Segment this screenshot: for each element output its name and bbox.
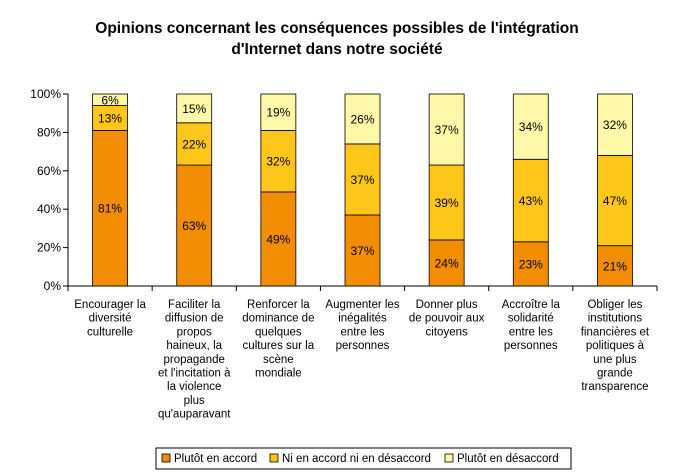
category-label-line: Augmenter les <box>325 299 399 311</box>
category-label-line: culturelle <box>87 326 133 338</box>
data-label: 32% <box>603 118 627 132</box>
bar-segment <box>260 191 297 287</box>
bar-segment <box>344 214 381 287</box>
category-label-line: transparence <box>581 381 648 393</box>
category-label-line: institutions <box>588 313 643 325</box>
y-tick-label: 100% <box>30 87 61 101</box>
chart-title: Opinions concernant les conséquences pos… <box>95 20 578 58</box>
data-label: 21% <box>603 259 627 273</box>
bar-segment <box>512 241 549 287</box>
data-label: 13% <box>98 112 122 126</box>
data-label: 63% <box>182 219 206 233</box>
chart-title-line: Opinions concernant les conséquences pos… <box>95 20 578 37</box>
category-label-line: et l'incitation à <box>158 368 231 380</box>
bar-segment <box>260 93 297 131</box>
bar-segment <box>92 130 128 287</box>
data-label: 22% <box>182 137 206 151</box>
category-label-line: Obliger les <box>587 299 642 311</box>
data-label: 43% <box>519 194 543 208</box>
category-label-line: une plus <box>593 354 637 366</box>
bar-segment <box>176 164 213 287</box>
chart-bars: 81% 13% 6% 63% 22% 15% 49% 32% 19% 37% 37% 26% 24% 39… <box>92 93 633 287</box>
data-label: 24% <box>435 256 459 270</box>
data-label: 81% <box>98 202 122 216</box>
bar-segment <box>344 93 381 145</box>
category-label-line: propos <box>177 326 212 338</box>
bar-segment <box>512 158 549 243</box>
category-label-line: qu'auparavant <box>158 409 231 421</box>
data-label: 26% <box>350 112 374 126</box>
category-label-line: inégalités <box>338 313 387 325</box>
category-label-line: mondiale <box>255 368 302 380</box>
data-label: 23% <box>519 257 543 271</box>
bar-segment <box>512 93 549 160</box>
data-label: 37% <box>435 123 459 137</box>
category-label-line: scène <box>263 354 294 366</box>
legend-swatch <box>269 453 279 463</box>
category-label-line: la violence <box>167 381 221 393</box>
bar-segment <box>597 245 633 287</box>
category-label-line: entre les <box>340 326 384 338</box>
legend-label: Ni en accord ni en désaccord <box>282 453 431 465</box>
y-tick-label: 40% <box>37 202 61 216</box>
data-label: 47% <box>603 194 627 208</box>
category-label-line: entre les <box>509 326 553 338</box>
bar-segment <box>428 93 465 166</box>
bar-segment <box>92 105 128 131</box>
category-label-line: diversité <box>89 313 132 325</box>
legend-label: Plutôt en désaccord <box>457 453 559 465</box>
category-label-line: personnes <box>336 340 390 352</box>
category-label-line: citoyens <box>426 326 468 338</box>
legend-label: Plutôt en accord <box>174 453 257 465</box>
legend-swatch <box>161 453 171 463</box>
chart-title-line: d'Internet dans notre société <box>231 41 443 58</box>
category-label-line: solidarité <box>508 313 554 325</box>
y-tick-label: 80% <box>37 125 61 139</box>
category-label-line: cultures sur la <box>243 340 315 352</box>
category-label-line: diffusion de <box>165 313 224 325</box>
bar-segment <box>344 143 381 216</box>
data-label: 37% <box>350 173 374 187</box>
bar-segment <box>428 239 465 287</box>
bar-segment <box>176 93 213 124</box>
data-label: 6% <box>101 93 119 107</box>
category-label-line: financières et <box>581 326 650 338</box>
category-label-line: Accroître la <box>502 299 561 311</box>
data-label: 37% <box>350 244 374 258</box>
legend-box <box>155 447 572 470</box>
category-label-line: dominance de <box>242 313 314 325</box>
data-label: 32% <box>266 155 290 169</box>
data-label: 15% <box>182 102 206 116</box>
data-label: 49% <box>266 232 290 246</box>
category-label-line: Renforcer la <box>247 299 310 311</box>
category-label-line: Donner plus <box>416 299 478 311</box>
category-label-line: haineux, la <box>166 340 222 352</box>
data-label: 19% <box>266 106 290 120</box>
category-label-line: politiques à <box>586 340 645 352</box>
y-tick-label: 0% <box>44 279 62 293</box>
legend-swatch <box>444 453 454 463</box>
bar-segment <box>92 93 128 106</box>
bar-segment <box>597 93 633 156</box>
category-label-line: quelques <box>255 326 302 338</box>
data-label: 39% <box>435 196 459 210</box>
category-label-line: Encourager la <box>74 299 146 311</box>
data-label: 34% <box>519 120 543 134</box>
y-tick-label: 60% <box>37 164 61 178</box>
category-label-line: Faciliter la <box>168 299 221 311</box>
category-label-line: plus <box>184 395 205 407</box>
category-label-line: propagande <box>164 354 225 366</box>
category-label-line: grande <box>597 368 633 380</box>
chart-axes: 0% 20% 40% 60% 80% 100% <box>30 87 658 293</box>
y-tick-label: 20% <box>37 241 61 255</box>
chart-legend: Plutôt en accord Ni en accord ni en désac… <box>155 447 572 470</box>
category-label-line: personnes <box>504 340 558 352</box>
category-label-line: de pouvoir aux <box>409 313 485 325</box>
